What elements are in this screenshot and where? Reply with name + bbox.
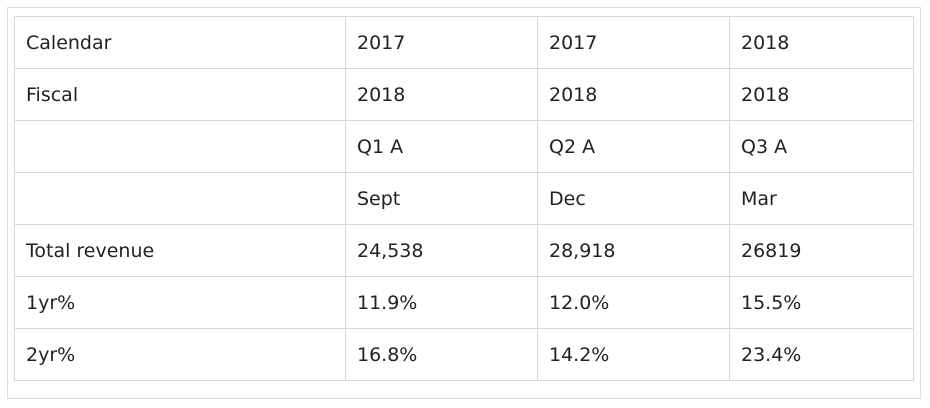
table-row-2yr: 2yr% 16.8% 14.2% 23.4% (14, 328, 914, 381)
table-cell: 2018 (729, 68, 914, 121)
row-label (14, 172, 346, 225)
table-cell: 2017 (537, 16, 730, 69)
table-cell: Dec (537, 172, 730, 225)
table-cell: Q2 A (537, 120, 730, 173)
table-cell: 11.9% (345, 276, 538, 329)
table-row-1yr: 1yr% 11.9% 12.0% 15.5% (14, 276, 914, 329)
table-cell: 16.8% (345, 328, 538, 381)
table-cell: Q1 A (345, 120, 538, 173)
table-row-fiscal: Fiscal 2018 2018 2018 (14, 68, 914, 121)
table-row-total-revenue: Total revenue 24,538 28,918 26819 (14, 224, 914, 277)
table-cell: 26819 (729, 224, 914, 277)
row-label: Total revenue (14, 224, 346, 277)
table-cell: 23.4% (729, 328, 914, 381)
table-cell: 2017 (345, 16, 538, 69)
row-label: Calendar (14, 16, 346, 69)
table-cell: 24,538 (345, 224, 538, 277)
table-cell: 2018 (345, 68, 538, 121)
table-cell: Sept (345, 172, 538, 225)
table-cell: 28,918 (537, 224, 730, 277)
table-row-month: Sept Dec Mar (14, 172, 914, 225)
table-cell: Mar (729, 172, 914, 225)
table-cell: 14.2% (537, 328, 730, 381)
row-label (14, 120, 346, 173)
revenue-table: Calendar 2017 2017 2018 Fiscal 2018 2018… (14, 16, 914, 381)
row-label: Fiscal (14, 68, 346, 121)
table-row-quarter: Q1 A Q2 A Q3 A (14, 120, 914, 173)
table-cell: Q3 A (729, 120, 914, 173)
table-row-calendar: Calendar 2017 2017 2018 (14, 16, 914, 69)
table-cell: 15.5% (729, 276, 914, 329)
table-cell: 2018 (729, 16, 914, 69)
table-cell: 2018 (537, 68, 730, 121)
row-label: 1yr% (14, 276, 346, 329)
row-label: 2yr% (14, 328, 346, 381)
table-cell: 12.0% (537, 276, 730, 329)
